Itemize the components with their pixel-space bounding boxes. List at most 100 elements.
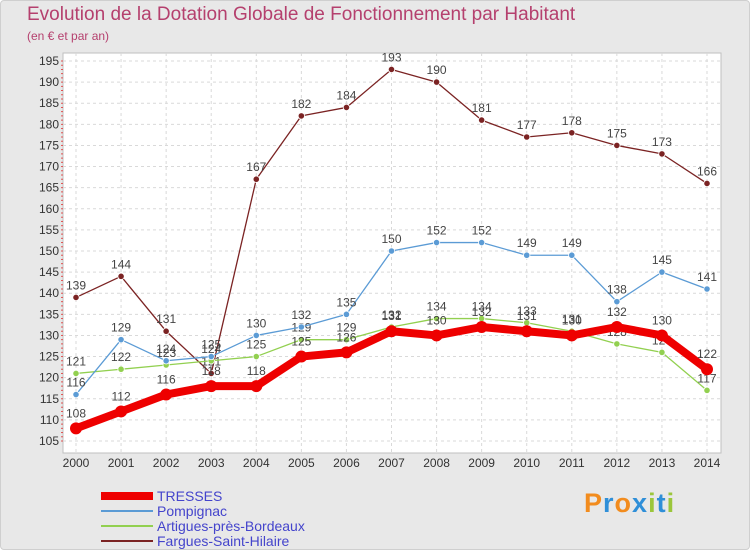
x-tick-label: 2013 <box>649 456 676 470</box>
legend-item: TRESSES <box>101 488 305 503</box>
data-label: 139 <box>66 278 86 292</box>
data-point <box>568 251 576 259</box>
logo-letter: t <box>656 488 667 518</box>
y-tick-label: 170 <box>39 160 59 174</box>
y-tick-label: 115 <box>40 392 59 406</box>
data-label: 112 <box>112 389 131 403</box>
data-point <box>568 129 576 137</box>
y-tick-label: 145 <box>39 265 59 279</box>
y-tick-label: 175 <box>39 138 59 152</box>
data-point <box>703 386 711 394</box>
x-tick-label: 2000 <box>63 456 90 470</box>
data-label: 131 <box>517 309 537 323</box>
data-point <box>658 150 666 158</box>
data-point <box>117 272 125 280</box>
chart-subtitle: (en € et par an) <box>27 29 110 43</box>
x-tick-label: 2014 <box>694 456 721 470</box>
data-label: 131 <box>562 312 582 326</box>
legend-swatch <box>101 509 153 512</box>
data-point <box>523 133 531 141</box>
data-label: 181 <box>472 101 492 115</box>
data-label: 132 <box>291 308 311 322</box>
data-label: 122 <box>697 347 717 361</box>
data-point <box>70 422 82 435</box>
data-point <box>342 310 351 318</box>
y-tick-label: 185 <box>39 96 59 110</box>
chart-legend: TRESSES Pompignac Artigues-près-Bordeaux Fa… <box>101 488 305 548</box>
data-label: 135 <box>336 295 356 309</box>
x-tick-label: 2005 <box>288 456 315 470</box>
data-point <box>432 314 441 323</box>
x-tick-label: 2003 <box>198 456 225 470</box>
data-point <box>610 321 623 333</box>
y-tick-label: 135 <box>39 307 59 321</box>
x-tick-label: 2009 <box>468 456 495 470</box>
y-tick-label: 180 <box>39 117 59 131</box>
logo-letter: o <box>614 488 633 518</box>
chart-title: Evolution de la Dotation Globale de Fonc… <box>27 4 576 25</box>
data-point <box>432 78 441 86</box>
data-point <box>295 350 308 363</box>
data-point <box>385 325 398 338</box>
logo-letter: r <box>603 488 615 518</box>
data-label: 184 <box>336 88 356 102</box>
data-point <box>72 369 80 378</box>
data-label: 144 <box>111 257 131 271</box>
data-label: 125 <box>246 338 266 352</box>
data-point <box>340 346 353 359</box>
x-tick-label: 2006 <box>333 456 360 470</box>
y-tick-label: 105 <box>39 434 59 448</box>
data-point <box>658 348 666 356</box>
data-label: 182 <box>291 97 311 111</box>
y-tick-label: 190 <box>39 75 59 89</box>
data-label: 130 <box>562 313 582 327</box>
data-point <box>117 336 125 344</box>
legend-item: Pompignac <box>101 503 305 518</box>
data-label: 121 <box>66 354 86 368</box>
y-tick-label: 140 <box>39 286 59 300</box>
data-label: 134 <box>427 300 447 314</box>
data-label: 141 <box>697 270 717 284</box>
data-point <box>565 329 578 342</box>
data-label: 167 <box>246 160 266 174</box>
data-point <box>613 340 621 348</box>
data-point <box>430 329 443 342</box>
data-label: 149 <box>562 236 582 250</box>
legend-label: Pompignac <box>157 502 228 519</box>
data-point <box>342 336 351 344</box>
logo-letter: x <box>632 488 649 518</box>
data-label: 124 <box>201 342 221 356</box>
x-tick-label: 2002 <box>153 456 180 470</box>
data-label: 126 <box>336 330 356 344</box>
data-point <box>478 238 486 247</box>
data-label: 149 <box>517 236 537 250</box>
data-point <box>252 175 260 183</box>
data-point <box>658 268 666 276</box>
data-label: 132 <box>472 305 492 319</box>
data-label: 152 <box>427 224 447 238</box>
x-tick-label: 2001 <box>108 456 135 470</box>
data-point <box>252 352 260 361</box>
data-point <box>207 352 215 361</box>
y-tick-label: 160 <box>39 202 59 216</box>
legend-item: Fargues-Saint-Hilaire <box>101 533 305 548</box>
data-point <box>72 390 80 399</box>
legend-swatch <box>101 491 153 500</box>
data-point <box>297 112 305 120</box>
data-label: 130 <box>652 313 672 327</box>
data-label: 117 <box>697 371 716 385</box>
data-point <box>250 380 263 393</box>
data-point <box>387 247 396 255</box>
data-label: 125 <box>291 335 311 349</box>
data-label: 125 <box>201 338 221 352</box>
data-point <box>475 321 488 333</box>
legend-swatch <box>101 524 153 527</box>
proxiti-logo: Proxiti <box>584 488 675 519</box>
data-point <box>117 365 125 373</box>
data-label: 175 <box>607 126 627 140</box>
y-tick-label: 110 <box>40 413 59 427</box>
y-tick-label: 130 <box>39 328 59 342</box>
x-tick-label: 2012 <box>604 456 631 470</box>
